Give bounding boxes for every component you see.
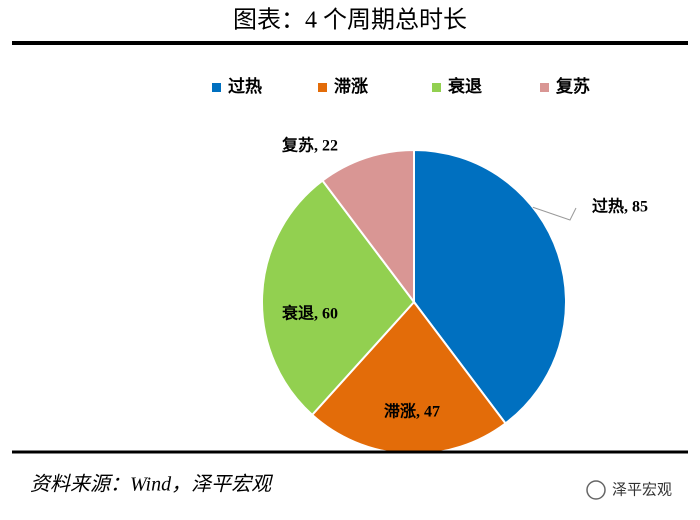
legend-label: 过热 [228, 76, 262, 96]
pie: 过热, 85 滞涨, 47 衰退, 60 复苏, 22 [261, 136, 648, 455]
data-label: 复苏, 22 [281, 136, 338, 155]
legend-swatch [540, 83, 549, 92]
pie-slice [261, 179, 416, 417]
pie-slice [413, 148, 567, 425]
watermark: 泽平宏观 [612, 481, 672, 499]
legend-swatch [318, 83, 327, 92]
leader-line [532, 206, 577, 221]
pie-slice [310, 300, 507, 455]
pie-slice [321, 148, 415, 305]
legend-label: 滞涨 [334, 77, 368, 96]
watermark-icon [586, 480, 606, 500]
legend-swatch [432, 83, 441, 92]
legend-swatch [212, 83, 221, 92]
data-label: 过热, 85 [592, 197, 648, 216]
chart-title: 图表：4 个周期总时长 [233, 7, 467, 34]
source-note: 资料来源：Wind，泽平宏观 [30, 474, 273, 496]
legend-label: 衰退 [447, 76, 482, 96]
data-label: 衰退, 60 [281, 304, 338, 323]
data-label: 滞涨, 47 [384, 403, 440, 421]
legend-label: 复苏 [555, 76, 590, 96]
